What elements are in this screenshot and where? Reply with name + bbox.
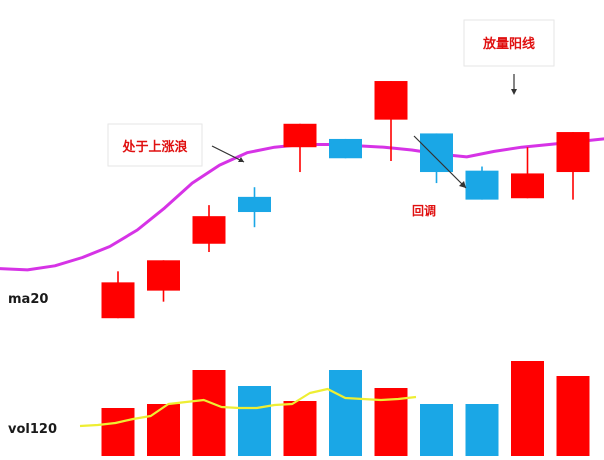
candle-body	[283, 123, 317, 148]
big-bullish-arrowhead	[511, 89, 517, 95]
candle-body	[101, 282, 135, 319]
rising-wave-callout-box	[107, 123, 203, 167]
candle-10	[511, 147, 544, 199]
rising-wave-arrow	[211, 145, 245, 163]
candle-3	[192, 205, 226, 253]
candle-11	[556, 132, 590, 200]
candle-1	[101, 271, 135, 319]
price-panel	[0, 81, 604, 319]
candle-body	[329, 138, 362, 159]
candle-6	[329, 138, 362, 159]
big-bullish-annotation: 放量阳线	[482, 36, 535, 52]
candle-body	[192, 216, 226, 244]
rising-wave-arrowhead	[238, 157, 244, 162]
volume-bar-3	[192, 370, 226, 456]
volume-panel	[79, 361, 590, 456]
pullback-arrowhead	[459, 181, 466, 188]
vol120-label: vol120	[8, 422, 57, 437]
pullback-annotation: 回调	[412, 204, 436, 218]
candle-body	[556, 132, 590, 173]
candle-body	[420, 133, 453, 173]
candle-body	[238, 196, 271, 213]
volume-bar-5	[283, 401, 317, 456]
candle-body	[374, 81, 408, 120]
candle-2	[147, 260, 180, 302]
vol120-line	[79, 387, 417, 428]
candle-7	[374, 81, 408, 162]
candle-body	[511, 173, 544, 199]
candle-9	[465, 166, 499, 200]
volume-bar-9	[465, 404, 499, 456]
candle-4	[238, 187, 271, 228]
pullback-arrow	[413, 135, 467, 189]
volume-bar-6	[329, 370, 362, 456]
volume-bar-1	[101, 408, 135, 456]
volume-bar-10	[511, 361, 544, 456]
candle-8	[420, 133, 453, 184]
volume-bar-8	[420, 404, 453, 456]
big-bullish-callout-box	[463, 19, 555, 67]
candle-5	[283, 123, 317, 173]
ma20-label: ma20	[8, 292, 48, 307]
volume-bar-2	[147, 404, 180, 456]
rising-wave-annotation: 处于上涨浪	[121, 139, 187, 155]
ma20-line	[0, 137, 604, 272]
candle-body	[147, 260, 180, 291]
candle-body	[465, 170, 499, 200]
volume-bar-11	[556, 376, 590, 456]
volume-bar-4	[238, 386, 271, 456]
